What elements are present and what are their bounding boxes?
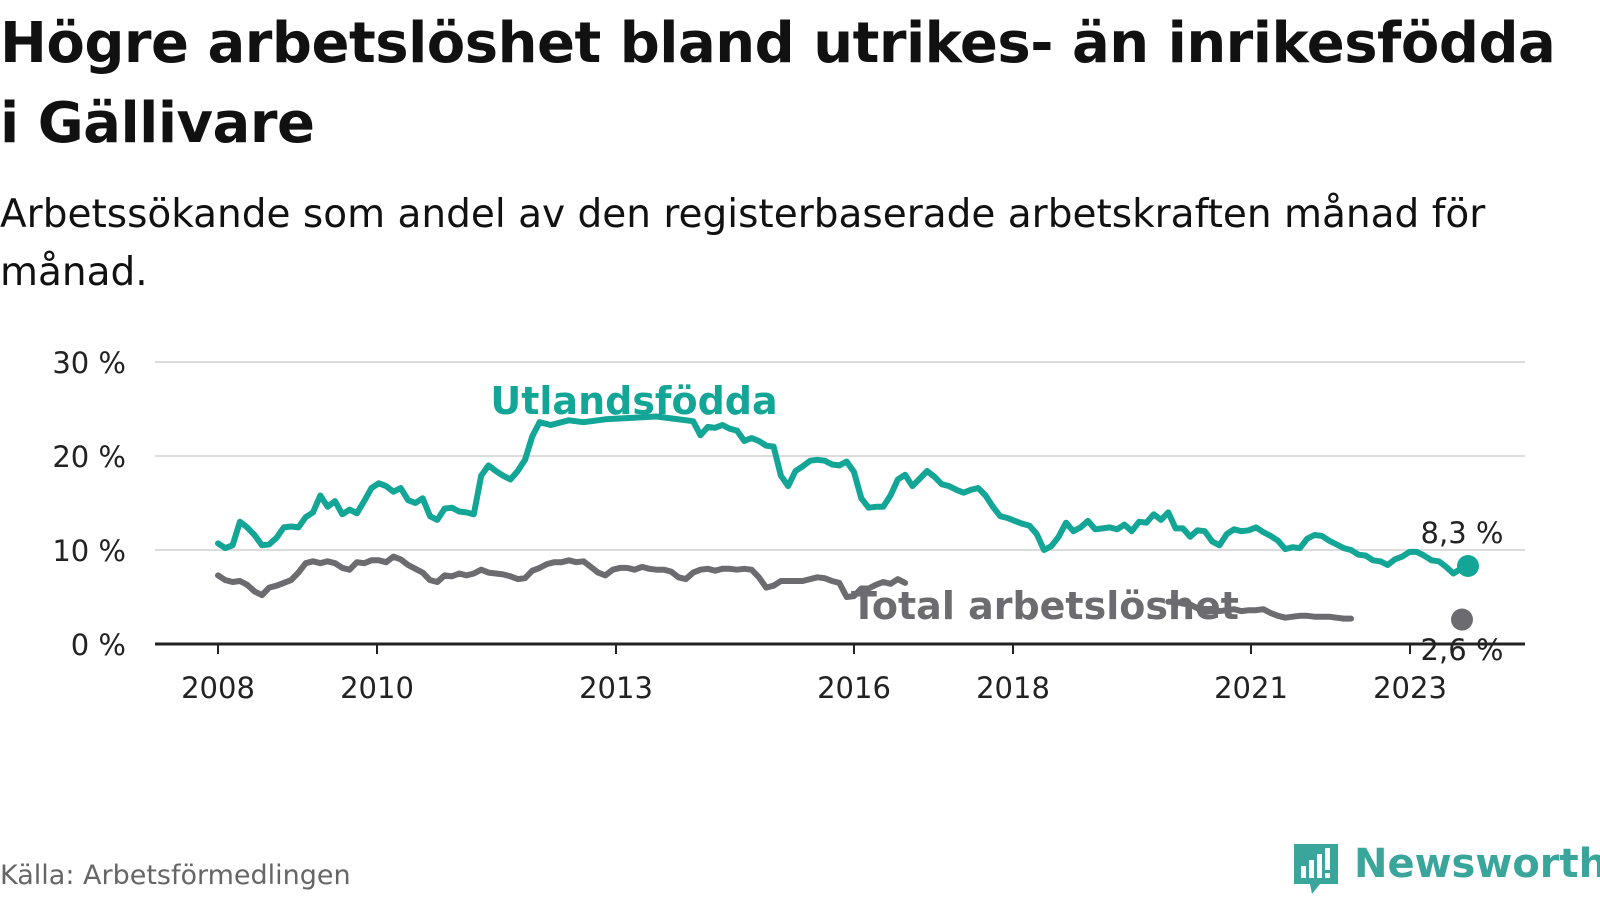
- newsworthy-logo-icon: [1294, 844, 1338, 894]
- source-note: Källa: Arbetsförmedlingen: [0, 860, 351, 891]
- x-tick-label-6: 2023: [1373, 671, 1447, 705]
- y-tick-label-1: 10 %: [52, 534, 126, 568]
- x-tick-label-5: 2021: [1214, 671, 1288, 705]
- series-end-dot-0: [1457, 554, 1479, 577]
- series-end-dot-1: [1451, 608, 1473, 631]
- x-tick-label-3: 2016: [817, 671, 891, 705]
- series-name-label-0: Utlandsfödda: [490, 379, 777, 423]
- series-name-label-1: Total arbetslöshet: [851, 584, 1239, 628]
- x-tick-label-1: 2010: [340, 671, 414, 705]
- brand-name: Newsworthy: [1354, 841, 1600, 887]
- series-line-0-seg-0: [215, 413, 1471, 577]
- line-chart: 0 % 10 % 20 % 30 % 2008 2010 2013 2016 2018 2021 2…: [52, 346, 1525, 705]
- x-tick-label-2: 2013: [579, 671, 653, 705]
- y-tick-label-0: 0 %: [71, 628, 126, 662]
- chart-title: Högre arbetslöshet bland utrikes- än inr…: [0, 11, 1556, 156]
- series-line-1-seg-0: [215, 553, 909, 600]
- chart-subtitle: Arbetssökande som andel av den registerb…: [0, 192, 1486, 295]
- brand-logo: Newsworthy: [1290, 840, 1600, 900]
- x-tick-label-0: 2008: [181, 671, 255, 705]
- x-tick-label-4: 2018: [976, 671, 1050, 705]
- y-tick-label-3: 30 %: [52, 346, 126, 380]
- y-tick-label-2: 20 %: [52, 440, 126, 474]
- series-end-value-1: 2,6 %: [1421, 633, 1504, 667]
- series-end-value-0: 8,3 %: [1421, 516, 1504, 550]
- series-line-1-seg-1: [1165, 598, 1354, 622]
